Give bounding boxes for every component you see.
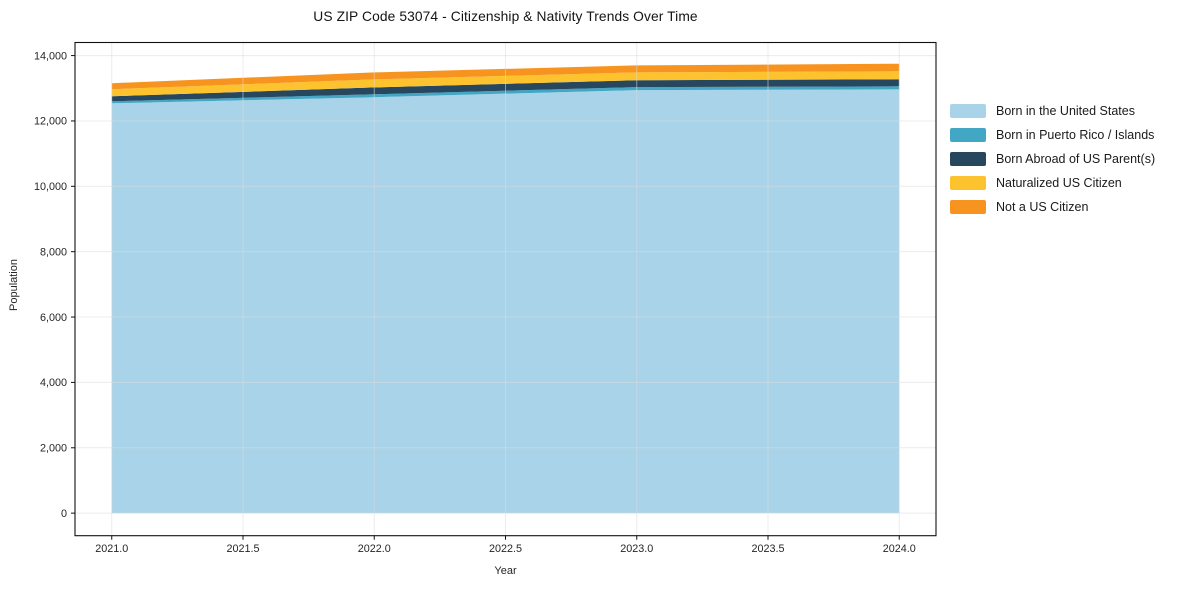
y-tick-label: 8,000 [40, 246, 67, 258]
y-tick-label: 6,000 [40, 312, 67, 324]
legend-item: Born Abroad of US Parent(s) [950, 151, 1155, 166]
x-tick-label: 2022.5 [489, 543, 522, 555]
legend-swatch-born-us [950, 103, 986, 118]
y-tick-label: 4,000 [40, 377, 67, 389]
chart-title: US ZIP Code 53074 - Citizenship & Nativi… [313, 9, 698, 24]
legend-label: Born in the United States [996, 103, 1135, 118]
x-tick-label: 2024.0 [883, 543, 916, 555]
y-tick-label: 0 [61, 508, 67, 520]
legend-item: Not a US Citizen [950, 199, 1155, 214]
legend-swatch-born-pr [950, 127, 986, 142]
legend-label: Not a US Citizen [996, 199, 1089, 214]
legend-swatch-born-abroad [950, 151, 986, 166]
x-tick-label: 2022.0 [358, 543, 391, 555]
legend-swatch-not-citizen [950, 199, 986, 214]
legend-item: Naturalized US Citizen [950, 175, 1155, 190]
legend-swatch-naturalized [950, 175, 986, 190]
legend: Born in the United States Born in Puerto… [950, 103, 1155, 214]
y-tick-label: 14,000 [34, 50, 67, 62]
x-tick-label: 2023.0 [620, 543, 653, 555]
area-series-3 [111, 71, 900, 97]
y-tick-label: 10,000 [34, 181, 67, 193]
x-tick-label: 2021.5 [226, 543, 259, 555]
legend-item: Born in the United States [950, 103, 1155, 118]
y-tick-label: 12,000 [34, 116, 67, 128]
legend-label: Born Abroad of US Parent(s) [996, 151, 1156, 166]
legend-label: Naturalized US Citizen [996, 175, 1122, 190]
legend-label: Born in Puerto Rico / Islands [996, 127, 1155, 142]
x-axis-label: Year [494, 565, 517, 577]
x-tick-label: 2023.5 [751, 543, 784, 555]
y-tick-label: 2,000 [40, 443, 67, 455]
area-series-1 [111, 86, 900, 104]
legend-item: Born in Puerto Rico / Islands [950, 127, 1155, 142]
area-series-4 [111, 63, 900, 90]
x-tick-label: 2021.0 [95, 543, 128, 555]
